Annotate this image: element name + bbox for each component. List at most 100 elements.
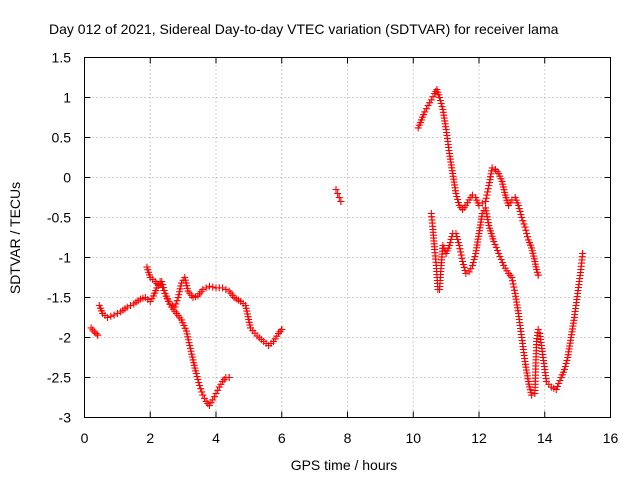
series-1 — [87, 324, 102, 339]
data-point — [194, 376, 202, 383]
data-point — [212, 390, 220, 397]
data-point — [515, 205, 523, 212]
series-4 — [332, 186, 345, 205]
data-point — [447, 236, 455, 243]
data-point — [453, 193, 461, 200]
y-tick-label: 1 — [63, 90, 71, 106]
data-point — [471, 253, 479, 260]
data-point — [483, 191, 491, 199]
data-point — [493, 247, 501, 254]
data-point — [484, 185, 492, 193]
data-point — [278, 326, 286, 333]
y-tick-label: -2.5 — [47, 370, 71, 386]
data-point — [528, 391, 536, 399]
data-point — [159, 281, 167, 288]
data-point — [552, 386, 560, 393]
x-tick-label: 14 — [537, 430, 553, 446]
data-point — [219, 284, 227, 292]
data-point — [437, 100, 445, 107]
series-2 — [95, 274, 286, 349]
y-tick-label: 1.5 — [52, 50, 72, 66]
data-point — [498, 259, 506, 266]
data-point — [556, 377, 564, 384]
data-point — [92, 330, 100, 337]
y-tick-label: 0.5 — [52, 130, 72, 146]
data-point — [421, 108, 429, 116]
data-point — [459, 261, 467, 268]
data-point — [453, 233, 461, 240]
data-point — [192, 370, 200, 377]
data-point — [561, 363, 569, 370]
data-point — [205, 282, 213, 290]
data-point — [534, 271, 542, 279]
data-point — [199, 391, 207, 399]
y-tick-label: -1 — [59, 250, 72, 266]
data-series — [87, 86, 587, 409]
data-point — [427, 96, 435, 104]
data-point — [488, 164, 496, 172]
y-tick-label: 0 — [63, 170, 71, 186]
data-point — [94, 331, 102, 339]
data-point — [484, 188, 492, 196]
y-tick-label: -2 — [59, 330, 72, 346]
data-point — [209, 283, 217, 291]
x-tick-label: 4 — [212, 430, 220, 446]
data-point — [452, 230, 460, 237]
data-point — [509, 280, 517, 288]
y-tick-label: -3 — [59, 410, 72, 426]
data-point — [514, 202, 522, 209]
data-point — [510, 283, 518, 291]
data-point — [523, 233, 531, 241]
x-tick-label: 6 — [278, 430, 286, 446]
data-point — [438, 103, 446, 110]
data-point — [104, 314, 112, 321]
data-point — [123, 303, 131, 311]
data-point — [555, 380, 563, 387]
data-point — [446, 239, 454, 246]
data-point — [511, 286, 519, 294]
data-point — [113, 310, 121, 317]
data-point — [127, 302, 135, 309]
data-point — [459, 258, 467, 265]
data-point — [482, 198, 490, 205]
data-point — [445, 242, 453, 249]
x-tick-label: 0 — [81, 430, 89, 446]
data-point — [490, 238, 498, 245]
data-point — [335, 194, 343, 201]
series-6 — [427, 204, 587, 399]
data-point — [508, 274, 516, 281]
data-point — [461, 267, 469, 274]
data-point — [454, 196, 462, 203]
data-point — [454, 239, 462, 246]
data-point — [467, 265, 475, 273]
plot-frame — [84, 57, 611, 418]
data-point — [523, 230, 531, 237]
data-point — [516, 208, 524, 215]
data-point — [429, 93, 437, 101]
data-point — [522, 226, 530, 234]
x-tick-label: 8 — [344, 430, 352, 446]
y-tick-label: -0.5 — [47, 210, 71, 226]
data-point — [469, 259, 477, 266]
data-point — [334, 190, 342, 197]
data-point — [200, 394, 208, 402]
series-5 — [414, 86, 542, 279]
data-point — [198, 388, 206, 396]
data-point — [172, 300, 180, 308]
data-point — [462, 270, 470, 277]
data-point — [436, 94, 444, 101]
data-point — [452, 190, 460, 197]
data-point — [470, 256, 478, 263]
series-3 — [143, 263, 233, 409]
data-point — [579, 250, 587, 257]
data-point — [90, 328, 98, 336]
data-point — [209, 396, 217, 404]
data-point — [478, 199, 486, 207]
data-point — [159, 284, 167, 291]
x-tick-label: 2 — [146, 430, 154, 446]
data-point — [195, 379, 203, 386]
y-tick-label: -1.5 — [47, 290, 71, 306]
data-point — [455, 242, 463, 249]
data-point — [110, 311, 118, 319]
